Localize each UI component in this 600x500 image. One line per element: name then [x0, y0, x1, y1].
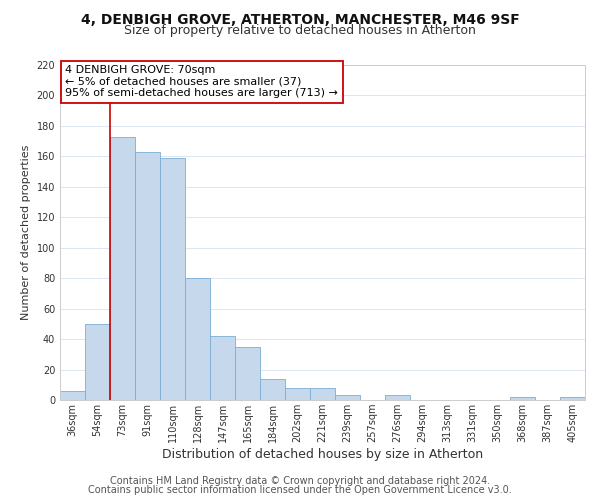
Text: 4 DENBIGH GROVE: 70sqm
← 5% of detached houses are smaller (37)
95% of semi-deta: 4 DENBIGH GROVE: 70sqm ← 5% of detached …: [65, 65, 338, 98]
Text: Contains HM Land Registry data © Crown copyright and database right 2024.: Contains HM Land Registry data © Crown c…: [110, 476, 490, 486]
Bar: [135, 152, 160, 400]
Bar: [385, 396, 410, 400]
Bar: [85, 324, 110, 400]
Bar: [310, 388, 335, 400]
Bar: [160, 158, 185, 400]
Text: Size of property relative to detached houses in Atherton: Size of property relative to detached ho…: [124, 24, 476, 37]
Bar: [560, 397, 585, 400]
Bar: [235, 346, 260, 400]
Bar: [110, 136, 135, 400]
Bar: [60, 391, 85, 400]
Bar: [285, 388, 310, 400]
Text: 4, DENBIGH GROVE, ATHERTON, MANCHESTER, M46 9SF: 4, DENBIGH GROVE, ATHERTON, MANCHESTER, …: [80, 12, 520, 26]
Y-axis label: Number of detached properties: Number of detached properties: [21, 145, 31, 320]
Bar: [335, 396, 360, 400]
Bar: [185, 278, 210, 400]
Bar: [260, 378, 285, 400]
X-axis label: Distribution of detached houses by size in Atherton: Distribution of detached houses by size …: [162, 448, 483, 461]
Bar: [210, 336, 235, 400]
Text: Contains public sector information licensed under the Open Government Licence v3: Contains public sector information licen…: [88, 485, 512, 495]
Bar: [510, 397, 535, 400]
